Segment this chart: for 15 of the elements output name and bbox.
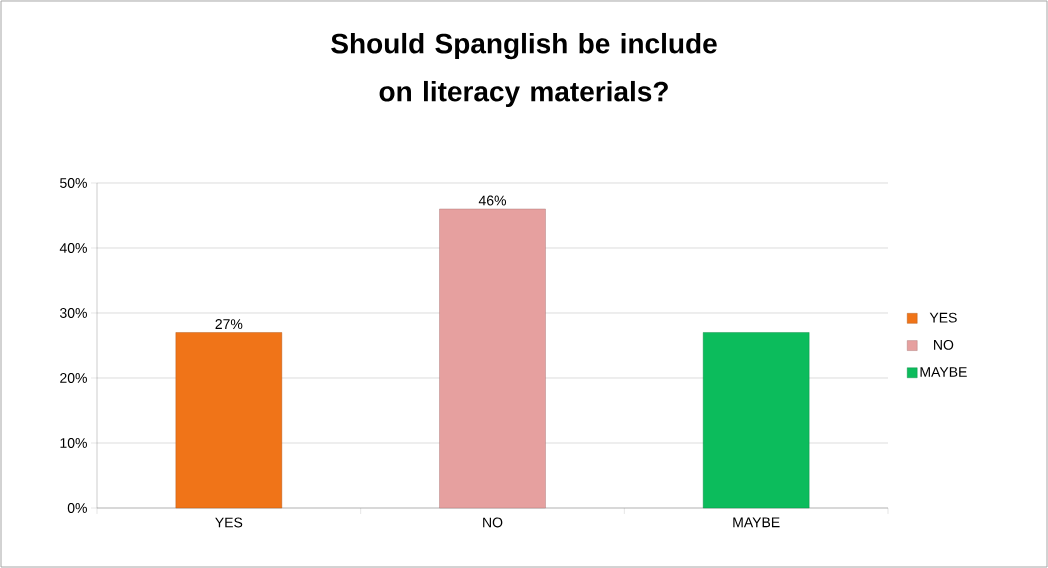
y-tick-label: 40% bbox=[59, 243, 87, 253]
legend-label: NO bbox=[934, 339, 954, 350]
data-label: 46% bbox=[478, 195, 507, 206]
y-tick-label: 0% bbox=[67, 503, 87, 513]
data-label: 27% bbox=[215, 319, 243, 329]
y-tick-label: 20% bbox=[60, 373, 87, 383]
x-tick-label: NO bbox=[483, 517, 503, 528]
x-tick-label: YES bbox=[215, 517, 243, 528]
legend-label: MAYBE bbox=[920, 367, 967, 377]
chart-title: Should Spanglish be include on literacy materials? bbox=[331, 32, 717, 108]
y-tick-label: 10% bbox=[60, 438, 87, 448]
y-tick-label: 50% bbox=[60, 178, 87, 188]
legend-label: YES bbox=[929, 312, 957, 323]
x-tick-label: MAYBE bbox=[733, 517, 780, 528]
y-tick-label: 30% bbox=[59, 308, 87, 318]
